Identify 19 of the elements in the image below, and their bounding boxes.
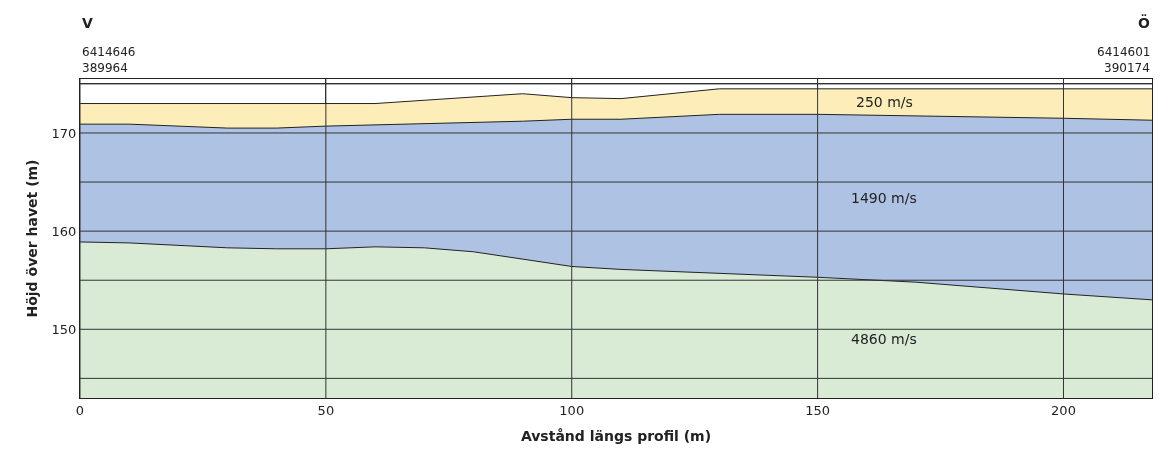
series-label: 1490 m/s <box>851 190 917 206</box>
x-axis-title: Avstånd längs profil (m) <box>520 427 712 444</box>
x-tick-label: 200 <box>1051 402 1076 418</box>
series-label: 4860 m/s <box>851 331 917 347</box>
x-tick-label: 0 <box>75 402 85 418</box>
text: V <box>82 15 93 31</box>
text: 389964 <box>82 61 128 75</box>
x-tick-label: 50 <box>317 402 335 418</box>
series-label: 250 m/s <box>856 94 913 110</box>
y-tick-label: 160 <box>51 223 77 239</box>
text: 6414601 <box>1097 45 1151 59</box>
x-tick-label: 150 <box>805 402 831 418</box>
y-tick-label: 150 <box>51 321 77 337</box>
text: 390174 <box>1104 61 1150 75</box>
text: 6414646 <box>82 45 136 59</box>
y-tick-label: 170 <box>51 125 77 141</box>
y-axis-title: Höjd över havet (m) <box>24 159 41 318</box>
text: Ö <box>1138 14 1150 31</box>
x-tick-label: 100 <box>559 402 585 418</box>
